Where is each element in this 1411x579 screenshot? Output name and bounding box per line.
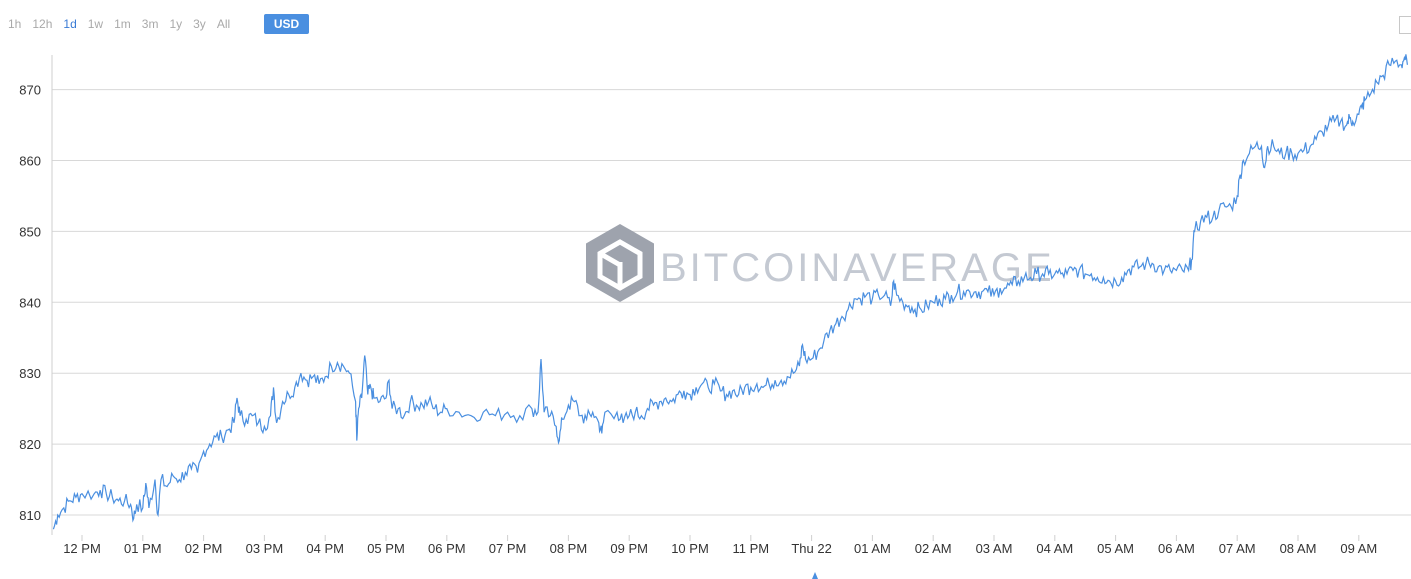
range-all[interactable]: All — [216, 17, 231, 31]
y-tick-label: 830 — [19, 366, 41, 381]
x-tick-label: 10 PM — [671, 541, 709, 556]
x-tick-label: 04 PM — [306, 541, 344, 556]
y-tick-label: 840 — [19, 295, 41, 310]
navigator-handle-icon[interactable] — [812, 572, 818, 579]
x-tick-label: 07 PM — [489, 541, 527, 556]
x-tick-labels: 12 PM 01 PM 02 PM 03 PM 04 PM 05 PM 06 PM 07 PM… — [63, 535, 1377, 556]
x-tick-label: 08 AM — [1280, 541, 1317, 556]
range-1d[interactable]: 1d — [63, 17, 77, 31]
range-1w[interactable]: 1w — [87, 17, 104, 31]
currency-button[interactable]: USD — [264, 14, 309, 34]
range-1h[interactable]: 1h — [8, 17, 22, 31]
export-menu-button[interactable] — [1399, 16, 1411, 34]
x-tick-label: 06 PM — [428, 541, 466, 556]
x-tick-label: 05 PM — [367, 541, 405, 556]
watermark-text: BITCOINAVERAGE — [660, 246, 1055, 290]
y-tick-labels: 810 820 830 840 850 860 870 — [19, 83, 41, 523]
x-tick-label: 06 AM — [1158, 541, 1195, 556]
x-tick-label: 12 PM — [63, 541, 101, 556]
range-1m[interactable]: 1m — [114, 17, 131, 31]
x-tick-label: Thu 22 — [791, 541, 831, 556]
x-tick-label: 08 PM — [550, 541, 588, 556]
x-tick-label: 02 PM — [185, 541, 223, 556]
y-tick-label: 850 — [19, 224, 41, 239]
x-tick-label: 04 AM — [1036, 541, 1073, 556]
price-series-line — [52, 54, 1408, 530]
hexagon-logo-icon — [586, 224, 654, 302]
range-12h[interactable]: 12h — [32, 17, 53, 31]
range-3m[interactable]: 3m — [141, 17, 159, 31]
range-3y[interactable]: 3y — [193, 17, 206, 31]
y-tick-label: 820 — [19, 437, 41, 452]
range-1y[interactable]: 1y — [169, 17, 183, 31]
y-tick-label: 860 — [19, 154, 41, 169]
watermark: BITCOINAVERAGE — [586, 224, 1055, 302]
time-range-selector: 1h 12h 1d 1w 1m 3m 1y 3y All — [0, 14, 233, 34]
x-tick-label: 01 AM — [854, 541, 891, 556]
x-tick-label: 02 AM — [915, 541, 952, 556]
x-tick-label: 09 AM — [1340, 541, 1377, 556]
x-tick-label: 05 AM — [1097, 541, 1134, 556]
x-tick-label: 01 PM — [124, 541, 162, 556]
x-tick-label: 11 PM — [732, 541, 769, 556]
y-tick-label: 870 — [19, 83, 41, 98]
grid-lines — [52, 89, 1411, 516]
y-tick-label: 810 — [19, 508, 41, 523]
x-tick-label: 09 PM — [610, 541, 648, 556]
x-tick-label: 03 AM — [976, 541, 1013, 556]
x-tick-label: 03 PM — [246, 541, 284, 556]
x-tick-label: 07 AM — [1219, 541, 1256, 556]
